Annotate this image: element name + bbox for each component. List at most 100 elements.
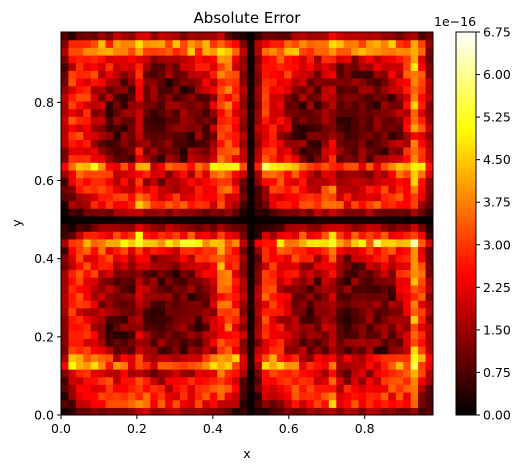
heatmap-cell xyxy=(224,32,233,41)
heatmap-cell xyxy=(395,361,404,370)
heatmap-cell xyxy=(388,315,397,324)
heatmap-cell xyxy=(209,108,218,117)
heatmap-cell xyxy=(217,116,226,125)
heatmap-cell xyxy=(187,376,196,385)
heatmap-cell xyxy=(395,85,404,94)
heatmap-cell xyxy=(358,315,367,324)
heatmap-cell xyxy=(410,177,419,186)
heatmap-cell xyxy=(209,77,218,87)
heatmap-cell xyxy=(380,369,389,378)
heatmap-cell xyxy=(403,254,412,263)
heatmap-cell xyxy=(410,361,419,370)
heatmap-cell xyxy=(358,177,367,186)
heatmap-cell xyxy=(336,338,345,347)
heatmap-cell xyxy=(127,346,136,355)
heatmap-cell xyxy=(366,223,375,232)
heatmap-cell xyxy=(187,292,196,301)
heatmap-cell xyxy=(187,361,196,370)
heatmap-cell xyxy=(418,154,427,163)
heatmap-cell xyxy=(321,93,330,102)
heatmap-cell xyxy=(150,139,159,148)
heatmap-cell xyxy=(209,208,218,217)
heatmap-cell xyxy=(276,85,285,94)
heatmap-cell xyxy=(180,116,189,125)
heatmap-cell xyxy=(418,376,427,385)
heatmap-cell xyxy=(90,123,99,133)
heatmap-cell xyxy=(61,162,70,171)
heatmap-cell xyxy=(187,131,196,140)
heatmap-cell xyxy=(105,307,114,317)
heatmap-cell xyxy=(299,300,308,309)
heatmap-cell xyxy=(261,169,270,179)
heatmap-cell xyxy=(328,39,337,48)
heatmap-cell xyxy=(120,277,129,286)
heatmap-cell xyxy=(373,169,382,179)
heatmap-cell xyxy=(98,123,107,133)
heatmap-cell xyxy=(61,300,70,309)
heatmap-cell xyxy=(217,32,226,41)
heatmap-cell xyxy=(217,261,226,271)
heatmap-cell xyxy=(127,116,136,125)
heatmap-cell xyxy=(150,392,159,401)
heatmap-cell xyxy=(328,330,337,339)
heatmap-cell xyxy=(217,407,226,415)
heatmap-cell xyxy=(90,70,99,79)
heatmap-cell xyxy=(150,146,159,156)
heatmap-cell xyxy=(135,208,144,217)
heatmap-cell xyxy=(209,146,218,156)
heatmap-cell xyxy=(187,100,196,110)
heatmap-cell xyxy=(209,254,218,263)
heatmap-cell xyxy=(403,353,412,362)
heatmap-cell xyxy=(276,246,285,255)
heatmap-cell xyxy=(165,269,174,278)
heatmap-cell xyxy=(276,330,285,339)
heatmap-cell xyxy=(127,338,136,347)
heatmap-cell xyxy=(165,338,174,347)
heatmap-cell xyxy=(366,62,375,71)
heatmap-cell xyxy=(232,70,241,79)
heatmap-cell xyxy=(75,123,84,133)
heatmap-cell xyxy=(343,208,352,217)
heatmap-cell xyxy=(150,353,159,362)
heatmap-cell xyxy=(68,223,77,232)
heatmap-cell xyxy=(61,47,70,56)
heatmap-cell xyxy=(209,338,218,347)
heatmap-cell xyxy=(299,39,308,48)
heatmap-cell xyxy=(232,123,241,133)
heatmap-cell xyxy=(395,47,404,56)
heatmap-cell xyxy=(410,238,419,248)
heatmap-cell xyxy=(105,361,114,370)
heatmap-cell xyxy=(90,47,99,56)
heatmap-cell xyxy=(380,231,389,240)
heatmap-cell xyxy=(127,131,136,140)
heatmap-cell xyxy=(98,300,107,309)
heatmap-cell xyxy=(90,399,99,408)
y-tick-label: 0.8 xyxy=(34,95,54,110)
heatmap-cell xyxy=(202,376,211,385)
heatmap-cell xyxy=(75,200,84,209)
heatmap-cell xyxy=(291,208,300,217)
heatmap-cell xyxy=(105,284,114,294)
heatmap-cell xyxy=(68,269,77,278)
heatmap-cell xyxy=(61,269,70,278)
heatmap-cell xyxy=(358,47,367,56)
heatmap-cell xyxy=(142,399,151,408)
heatmap-cell xyxy=(150,292,159,301)
heatmap-cell xyxy=(425,369,433,378)
heatmap-cell xyxy=(217,361,226,370)
heatmap-cell xyxy=(61,185,70,194)
heatmap-cell xyxy=(83,123,92,133)
heatmap-cell xyxy=(217,384,226,393)
heatmap-cell xyxy=(373,116,382,125)
heatmap-cell xyxy=(247,269,256,278)
heatmap-cell xyxy=(306,223,315,232)
heatmap-cell xyxy=(395,177,404,186)
heatmap-cell xyxy=(83,185,92,194)
heatmap-cell xyxy=(209,353,218,362)
heatmap-cell xyxy=(358,407,367,415)
heatmap-cell xyxy=(83,246,92,255)
heatmap-cell xyxy=(105,338,114,347)
heatmap-cell xyxy=(380,108,389,117)
heatmap-cell xyxy=(351,146,360,156)
heatmap-cell xyxy=(120,353,129,362)
